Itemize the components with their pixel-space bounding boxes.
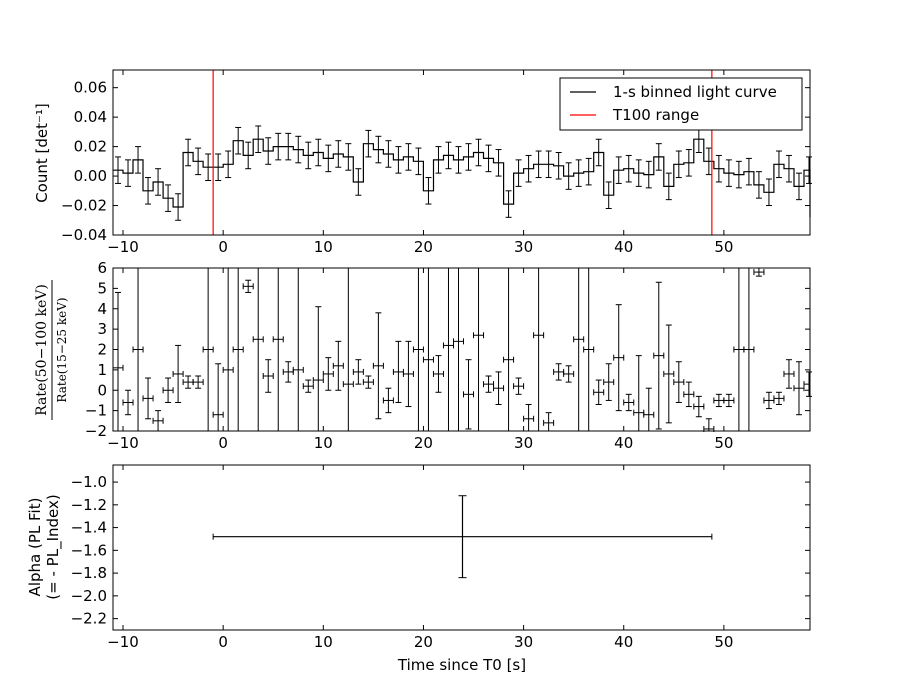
x-tick-label: −10 [107,633,139,651]
alpha-ticks: −10 0 10 20 30 40 50 −1.0 −1.2 −1.4 −1.6 −1.8 −2.0 −2… [71,465,810,651]
alpha-y-label-line1: Alpha (PL Fit) [26,498,44,597]
y-tick-label: −2.2 [71,610,107,628]
x-tick-label: 30 [514,434,533,452]
y-tick-label: −1.6 [71,541,107,559]
y-tick-label: 6 [97,259,107,277]
y-tick-label: 0.06 [74,79,107,97]
y-tick-label: 5 [97,279,107,297]
y-tick-label: −1.8 [71,564,107,582]
hardness-ratio-y-denominator: Rate(15−25 keV) [55,297,69,402]
light-curve-y-label: Count [det⁻¹] [33,103,51,203]
light-curve-ticks: −10 0 10 20 30 40 50 0.06 0.04 0.02 0.00 −0.02 −0.04 [61,70,810,256]
y-tick-label: 1 [97,361,107,379]
y-tick-label: −0.04 [61,226,107,244]
y-tick-label: 3 [97,320,107,338]
x-tick-label: 0 [218,238,228,256]
x-tick-label: 40 [614,238,633,256]
y-tick-label: 0.02 [74,138,107,156]
light-curve-panel: −10 0 10 20 30 40 50 0.06 0.04 0.02 0.00 −0.02 −0.04… [33,69,812,256]
x-tick-label: 30 [514,633,533,651]
hardness-ratio-y-label: Rate(50−100 keV) Rate(15−25 keV) [34,280,69,420]
x-tick-label: 0 [218,633,228,651]
y-tick-label: 4 [97,300,107,318]
x-tick-label: 50 [714,434,733,452]
legend-box [559,77,803,131]
alpha-panel: −10 0 10 20 30 40 50 −1.0 −1.2 −1.4 −1.6 −1.8 −2.0 −2… [26,464,811,674]
y-tick-label: −2 [85,422,107,440]
x-tick-label: 20 [414,238,433,256]
alpha-marks [212,495,713,579]
x-tick-label: 10 [314,633,333,651]
legend-light-curve-label: 1-s binned light curve [613,83,777,101]
alpha-frame [112,464,811,631]
y-tick-label: −1.4 [71,519,107,537]
legend-t100-label: T100 range [612,106,699,124]
y-tick-label: 0 [97,381,107,399]
light-curve-frame [112,69,811,236]
y-tick-label: −0.02 [61,197,107,215]
x-tick-label: 40 [614,633,633,651]
x-tick-label: 50 [714,633,733,651]
x-tick-label: −10 [107,434,139,452]
y-tick-label: 0.00 [74,167,107,185]
x-tick-label: 40 [614,434,633,452]
x-tick-label: 20 [414,434,433,452]
light-curve-marks [113,70,812,235]
x-tick-label: −10 [107,238,139,256]
y-tick-label: −1 [85,402,107,420]
x-tick-label: 50 [714,238,733,256]
hardness-ratio-marks [112,268,812,432]
y-tick-label: 2 [97,341,107,359]
y-tick-label: 0.04 [74,108,107,126]
y-tick-label: −2.0 [71,587,107,605]
x-tick-label: 30 [514,238,533,256]
alpha-y-label-line2: (= - PL_Index) [44,494,63,599]
x-tick-label: 10 [314,238,333,256]
legend: 1-s binned light curve T100 range [559,77,803,131]
alpha-y-label: Alpha (PL Fit) (= - PL_Index) [26,494,63,599]
x-tick-label: 0 [218,434,228,452]
x-axis-label: Time since T0 [s] [397,656,526,674]
y-tick-label: −1.0 [71,473,107,491]
x-tick-label: 20 [414,633,433,651]
light-curve-step-line [113,138,811,218]
hardness-ratio-y-numerator: Rate(50−100 keV) [34,284,50,416]
x-tick-label: 10 [314,434,333,452]
y-tick-label: −1.2 [71,496,107,514]
